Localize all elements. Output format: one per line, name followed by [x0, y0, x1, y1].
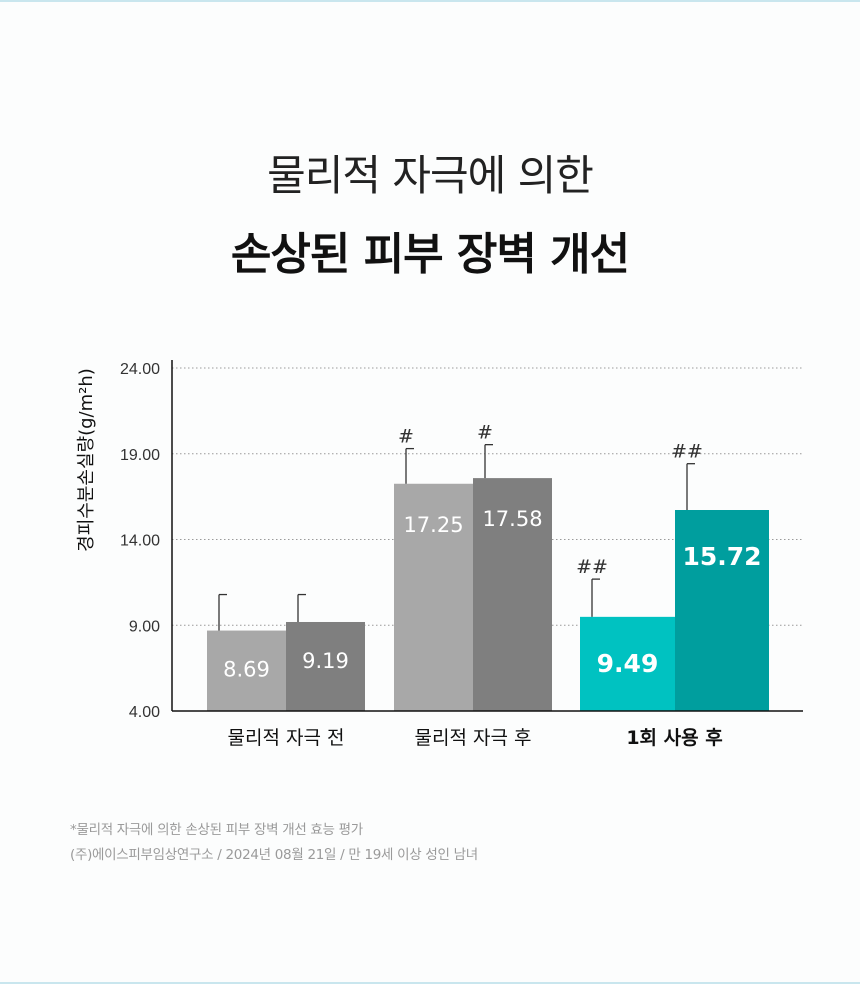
data-label: 17.58 — [482, 507, 542, 531]
y-tick-label: 24.00 — [120, 361, 160, 378]
grid-lines — [172, 367, 803, 626]
significance-mark: # — [398, 426, 414, 448]
data-label: 15.72 — [682, 542, 761, 571]
axes — [171, 360, 803, 712]
y-tick-label: 4.00 — [129, 704, 160, 721]
bottom-border-line — [0, 982, 860, 984]
bar — [580, 616, 675, 711]
significance-mark: # — [477, 422, 493, 444]
title-line-2: 손상된 피부 장벽 개선 — [230, 229, 630, 280]
data-label: 9.19 — [302, 649, 349, 673]
significance-mark: ## — [671, 441, 703, 463]
data-label: 8.69 — [223, 658, 270, 682]
x-tick-label: 1회 사용 후 — [626, 727, 722, 749]
bars — [207, 444, 769, 711]
x-tick-label: 물리적 자극 전 — [228, 727, 345, 749]
footnote-line-2: (주)에이스피부임상연구소 / 2024년 08월 21일 / 만 19세 이상… — [70, 847, 478, 863]
x-tick-label: 물리적 자극 후 — [415, 727, 532, 749]
bar — [286, 621, 365, 711]
significance-mark: ## — [576, 556, 608, 578]
y-tick-label: 19.00 — [120, 447, 160, 464]
bar — [394, 483, 473, 711]
bar — [473, 478, 552, 711]
bar — [207, 630, 286, 711]
y-axis-label: 경피수분손실량(g/m²h) — [76, 368, 97, 552]
y-tick-label: 9.00 — [129, 618, 160, 635]
footnote-line-1: *물리적 자극에 의한 손상된 피부 장벽 개선 효능 평가 — [70, 822, 363, 838]
top-border-line — [0, 0, 860, 2]
data-label: 9.49 — [597, 649, 659, 678]
data-label: 17.25 — [403, 513, 463, 537]
title-line-1: 물리적 자극에 의한 — [267, 151, 594, 200]
y-tick-label: 14.00 — [120, 533, 160, 550]
labels: 24.00 19.00 14.00 9.00 4.00 경피수분손실량(g/m²h) 8.6… — [76, 361, 762, 749]
bar — [675, 510, 769, 711]
